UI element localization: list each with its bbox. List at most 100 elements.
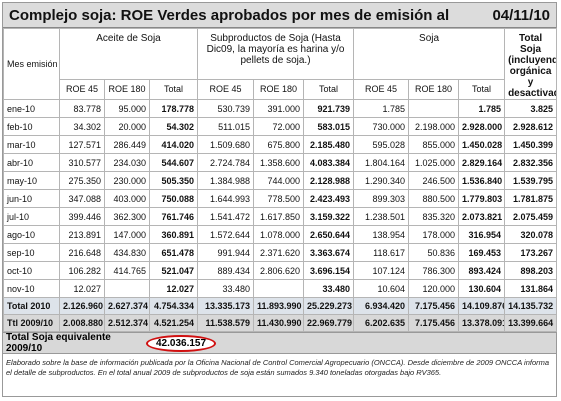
cell: 14.109.876	[458, 297, 506, 315]
cell: 2.832.356	[504, 153, 558, 172]
cell: 899.303	[353, 189, 410, 208]
cell: 391.000	[253, 99, 305, 118]
footer-label: Total Soja equivalente 2009/10	[6, 332, 111, 354]
cell: 10.604	[353, 279, 410, 298]
cell: 4.521.254	[148, 314, 199, 332]
cell: 1.384.988	[197, 171, 255, 190]
cell: 310.577	[59, 153, 105, 172]
cell: 855.000	[408, 135, 460, 154]
cell: ROE 180	[104, 78, 150, 101]
cell	[253, 279, 305, 298]
cell: 835.320	[408, 207, 460, 226]
row: abr-10 310.577 234.030 544.607 2.724.784 1.35…	[3, 153, 558, 172]
cell: 169.453	[458, 243, 506, 262]
cell: 275.350	[59, 171, 105, 190]
cell: 2.371.620	[253, 243, 305, 262]
cell: 4.083.384	[303, 153, 355, 172]
cell: jul-10	[3, 207, 60, 226]
cell: 921.739	[303, 99, 355, 118]
cell: abr-10	[3, 153, 60, 172]
cell: 1.536.840	[458, 171, 506, 190]
cell: 173.267	[504, 243, 558, 262]
cell: Aceite de Soja	[58, 28, 199, 80]
cell: 893.424	[458, 261, 506, 280]
row: oct-10 106.282 414.765 521.047 889.434 2.806.…	[3, 261, 558, 280]
row: ene-10 83.778 95.000 178.778 530.739 391.000 9…	[3, 99, 558, 118]
cell: 7.175.456	[408, 297, 460, 315]
cell: ene-10	[3, 99, 60, 118]
row: jun-10 347.088 403.000 750.088 1.644.993 778.…	[3, 189, 558, 208]
cell: 106.282	[59, 261, 105, 280]
cell: 7.175.456	[408, 314, 460, 332]
cell: 1.572.644	[197, 225, 255, 244]
cell: 130.604	[458, 279, 506, 298]
cell: 6.934.420	[353, 297, 410, 315]
cell: 2.724.784	[197, 153, 255, 172]
cell: 2.073.821	[458, 207, 506, 226]
cell: 33.480	[303, 279, 355, 298]
cell: 1.238.501	[353, 207, 410, 226]
cell: sep-10	[3, 243, 60, 262]
cell: ROE 45	[59, 78, 105, 101]
cell: 2.423.493	[303, 189, 355, 208]
cell: Ttl 2009/10	[3, 314, 60, 332]
cell: Soja	[353, 28, 506, 80]
cell: 13.335.173	[197, 297, 255, 315]
cell: 138.954	[353, 225, 410, 244]
cell: 1.644.993	[197, 189, 255, 208]
cell: ROE 180	[408, 78, 460, 101]
cell: 761.746	[148, 207, 199, 226]
cell: Total	[458, 78, 506, 101]
cell: 107.124	[353, 261, 410, 280]
date: 04/11/10	[492, 6, 550, 24]
cell: may-10	[3, 171, 60, 190]
cell: 1.541.472	[197, 207, 255, 226]
cell: 595.028	[353, 135, 410, 154]
cell: 14.135.732	[504, 297, 558, 315]
cell: 131.864	[504, 279, 558, 298]
cell: 11.538.579	[197, 314, 255, 332]
cell: 505.350	[148, 171, 199, 190]
cell: 127.571	[59, 135, 105, 154]
cell: 744.000	[253, 171, 305, 190]
cell: 3.825	[504, 99, 558, 118]
cell: nov-10	[3, 279, 60, 298]
cell: 1.025.000	[408, 153, 460, 172]
cell: 6.202.635	[353, 314, 410, 332]
cell: ROE 180	[253, 78, 305, 101]
cell: 1.539.795	[504, 171, 558, 190]
cell: oct-10	[3, 261, 60, 280]
cell: 2.627.374	[104, 297, 150, 315]
cell: 246.500	[408, 171, 460, 190]
cell: 83.778	[59, 99, 105, 118]
cell: 347.088	[59, 189, 105, 208]
cell: 11.893.990	[253, 297, 305, 315]
cell: 50.836	[408, 243, 460, 262]
cell: 786.300	[408, 261, 460, 280]
cell: 583.015	[303, 117, 355, 136]
row: nov-10 12.027 12.027 33.480 33.480 10.604 120.…	[3, 279, 558, 298]
cell: 3.363.674	[303, 243, 355, 262]
cell: 3.159.322	[303, 207, 355, 226]
row: sep-10 216.648 434.830 651.478 991.944 2.371.…	[3, 243, 558, 262]
cell: 1.450.399	[504, 135, 558, 154]
cell: 898.203	[504, 261, 558, 280]
cell: Subproductos de Soja (Hasta Dic09, la ma…	[197, 28, 355, 80]
cell: 2.829.164	[458, 153, 506, 172]
cell: 25.229.273	[303, 297, 355, 315]
cell: 530.739	[197, 99, 255, 118]
footer-value: 42.036.157	[146, 334, 217, 352]
cell	[408, 99, 460, 118]
cell: 521.047	[148, 261, 199, 280]
note: Elaborado sobre la base de información p…	[6, 358, 550, 378]
cell: ROE 45	[353, 78, 410, 101]
cell: 95.000	[104, 99, 150, 118]
cell: 991.944	[197, 243, 255, 262]
table: Mes emisión Aceite de Soja Subproductos de…	[3, 28, 558, 332]
row: may-10 275.350 230.000 505.350 1.384.988 744.…	[3, 171, 558, 190]
cell: feb-10	[3, 117, 60, 136]
cell: 778.500	[253, 189, 305, 208]
cell: 54.302	[148, 117, 199, 136]
title-bar: Complejo soja: ROE Verdes aprobados por …	[3, 3, 556, 28]
cell: Total Soja (incluyendo orgánica y desact…	[504, 28, 558, 100]
